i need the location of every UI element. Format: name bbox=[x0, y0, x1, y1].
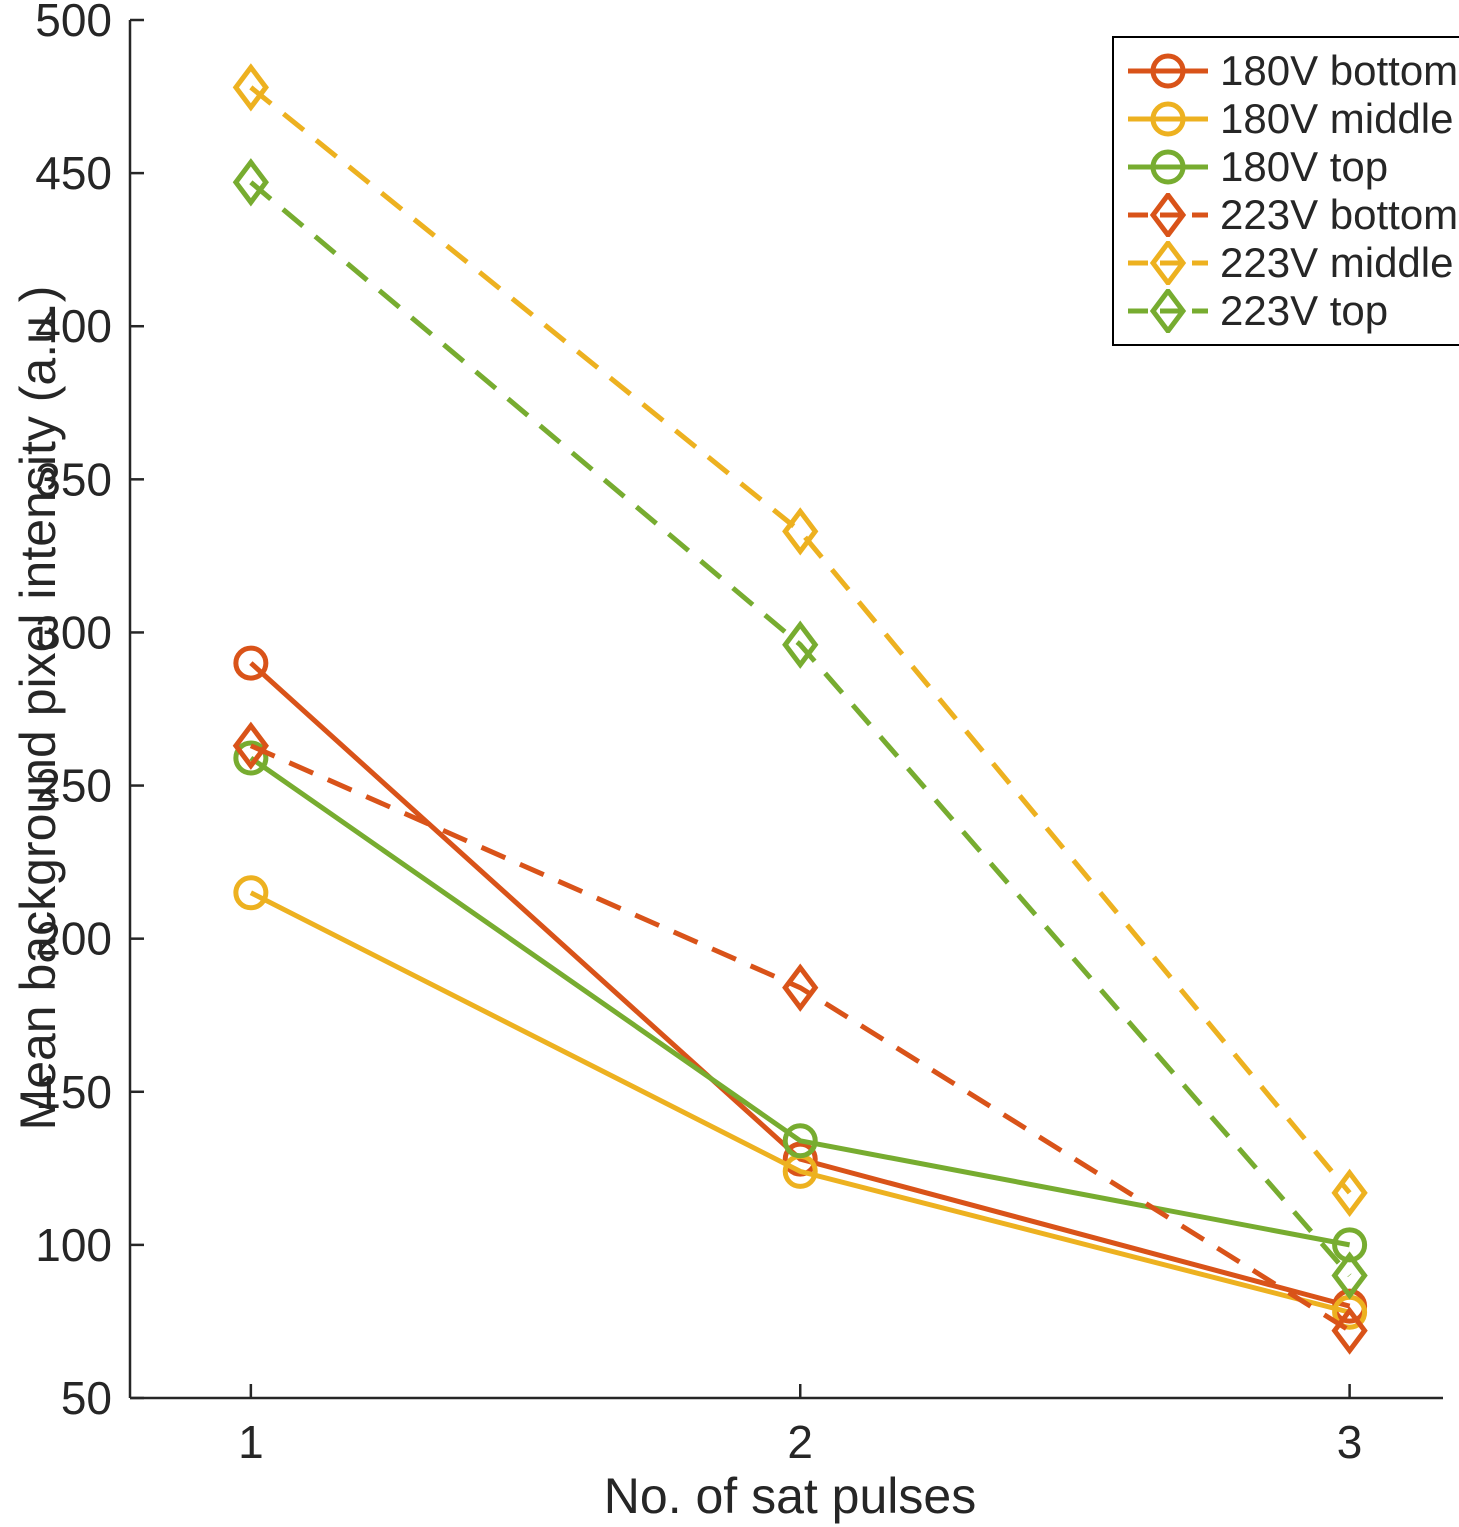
legend-line-sample bbox=[1128, 289, 1208, 333]
legend-label: 180V bottom bbox=[1220, 47, 1459, 94]
legend-item: 180V top bbox=[1126, 144, 1458, 190]
legend: 180V bottom 180V middle 180V top 223V botto… bbox=[1112, 36, 1459, 346]
legend-line-sample bbox=[1128, 241, 1208, 285]
legend-item: 223V middle bbox=[1126, 240, 1458, 286]
data-point bbox=[232, 158, 269, 207]
legend-item: 180V middle bbox=[1126, 96, 1458, 142]
series-line bbox=[249, 661, 1351, 1309]
data-point bbox=[232, 721, 269, 770]
series-line bbox=[249, 85, 1352, 1195]
series-line bbox=[249, 743, 1351, 1333]
series-line bbox=[249, 890, 1351, 1315]
y-tick-label: 450 bbox=[35, 147, 112, 199]
y-tick-label: 400 bbox=[35, 300, 112, 352]
legend-line-sample bbox=[1128, 193, 1208, 237]
data-point bbox=[1331, 1251, 1368, 1300]
data-point bbox=[1331, 1306, 1368, 1355]
y-tick-label: 100 bbox=[35, 1219, 112, 1271]
data-point bbox=[1149, 289, 1187, 333]
x-tick-label: 2 bbox=[787, 1416, 813, 1468]
x-tick-label: 3 bbox=[1337, 1416, 1363, 1468]
data-point bbox=[782, 963, 819, 1012]
data-point bbox=[233, 875, 269, 911]
legend-label: 223V bottom bbox=[1220, 191, 1459, 238]
legend-label: 180V top bbox=[1220, 143, 1389, 190]
y-tick-label: 50 bbox=[61, 1372, 112, 1424]
series-line bbox=[249, 180, 1352, 1278]
y-tick-label: 250 bbox=[35, 760, 112, 812]
y-axis-label: Mean background pixel intensity (a.u.) bbox=[10, 285, 66, 1131]
data-point bbox=[1150, 149, 1186, 185]
x-tick-label: 1 bbox=[238, 1416, 264, 1468]
data-point bbox=[1331, 1168, 1368, 1217]
legend-item: 180V bottom bbox=[1126, 48, 1458, 94]
data-point bbox=[782, 620, 819, 669]
legend-label: 223V middle bbox=[1220, 239, 1454, 286]
data-point bbox=[1332, 1227, 1368, 1263]
data-point bbox=[233, 645, 269, 681]
series-180v-bottom bbox=[233, 645, 1368, 1324]
legend-line-sample bbox=[1128, 101, 1208, 137]
data-point bbox=[1150, 53, 1186, 89]
data-point bbox=[232, 63, 269, 112]
data-point bbox=[782, 507, 819, 556]
y-tick-label: 200 bbox=[35, 913, 112, 965]
x-axis-label: No. of sat pulses bbox=[603, 1468, 977, 1524]
data-point bbox=[782, 1141, 818, 1177]
legend-line-sample bbox=[1128, 53, 1208, 89]
data-point bbox=[1150, 101, 1186, 137]
legend-label: 223V top bbox=[1220, 287, 1389, 334]
series-223v-top bbox=[232, 158, 1368, 1300]
y-tick-label: 150 bbox=[35, 1066, 112, 1118]
y-tick-label: 300 bbox=[35, 606, 112, 658]
series-180v-top bbox=[233, 740, 1368, 1263]
legend-item: 223V bottom bbox=[1126, 192, 1458, 238]
legend-item: 223V top bbox=[1126, 288, 1458, 334]
y-tick-label: 500 bbox=[35, 0, 112, 46]
y-tick-label: 350 bbox=[35, 453, 112, 505]
series-223v-middle bbox=[232, 63, 1368, 1217]
series-223v-bottom bbox=[232, 721, 1368, 1355]
legend-label: 180V middle bbox=[1220, 95, 1454, 142]
data-point bbox=[782, 1123, 818, 1159]
legend-line-sample bbox=[1128, 149, 1208, 185]
data-point bbox=[233, 740, 269, 776]
series-180v-middle bbox=[233, 875, 1368, 1330]
series-line bbox=[249, 755, 1351, 1248]
data-point bbox=[1149, 193, 1187, 237]
data-point bbox=[1149, 241, 1187, 285]
